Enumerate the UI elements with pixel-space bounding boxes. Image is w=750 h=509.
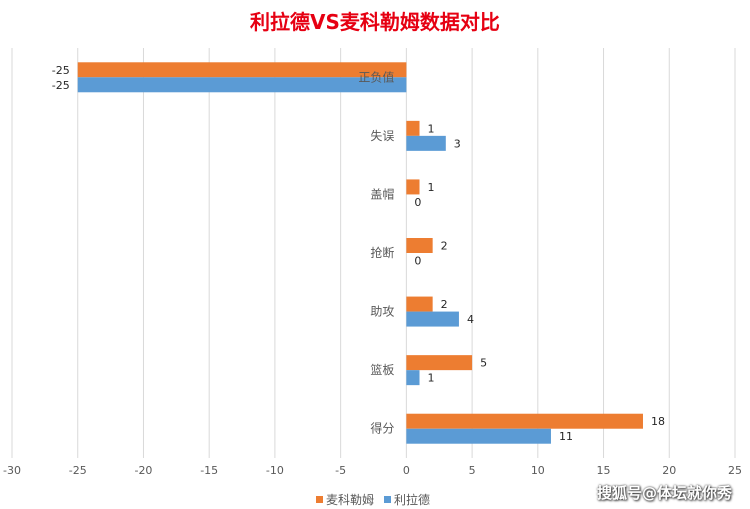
bar-mccollum — [406, 296, 433, 312]
bar-mccollum — [406, 413, 643, 429]
x-tick-label: -20 — [134, 464, 152, 477]
legend-swatch-mccollum — [316, 496, 323, 503]
category-label: 得分 — [370, 421, 394, 436]
data-label: 5 — [480, 357, 487, 370]
legend-item-lillard: 利拉德 — [384, 491, 430, 508]
x-tick-label: 0 — [403, 464, 410, 477]
x-tick-label: 25 — [728, 464, 742, 477]
x-tick-label: -15 — [200, 464, 218, 477]
bar-mccollum — [406, 179, 420, 195]
data-label: 4 — [467, 313, 474, 326]
data-label: -25 — [52, 79, 70, 92]
x-tick-label: -30 — [3, 464, 21, 477]
axis: -30 -25 -20 -15 -10 -5 0 5 10 15 20 25正负值失误盖帽抢断助攻篮板… — [3, 69, 742, 477]
x-tick-label: 20 — [662, 464, 676, 477]
data-label: 1 — [428, 372, 435, 385]
data-label: 0 — [414, 255, 421, 268]
bar-mccollum — [406, 238, 433, 253]
gridlines — [11, 48, 736, 458]
category-label: 抢断 — [370, 245, 394, 260]
data-label: 0 — [414, 196, 421, 209]
bar-lillard — [406, 370, 420, 386]
watermark: 搜狐号@体坛就你秀 — [597, 484, 733, 502]
data-label: 18 — [651, 415, 665, 428]
data-label: -25 — [52, 64, 70, 77]
bar-mccollum — [406, 120, 420, 136]
legend-label-lillard: 利拉德 — [394, 493, 431, 507]
x-tick-label: 5 — [469, 464, 476, 477]
legend-swatch-lillard — [384, 496, 392, 503]
legend-label-mccollum: 麦科勒姆 — [326, 493, 375, 507]
bar-lillard — [406, 135, 446, 151]
bar-mccollum — [77, 62, 407, 78]
bar-lillard — [77, 77, 407, 93]
data-label: 2 — [441, 298, 448, 311]
category-label: 失误 — [370, 128, 394, 143]
category-label: 篮板 — [370, 362, 394, 377]
legend: 麦科勒姆 利拉德 — [316, 491, 430, 508]
data-label: 1 — [428, 122, 435, 135]
bar-mccollum — [406, 355, 473, 371]
x-tick-label: -10 — [266, 464, 284, 477]
data-label: 1 — [428, 181, 435, 194]
bar-lillard — [406, 428, 551, 444]
data-label: 11 — [559, 430, 573, 443]
bars — [77, 62, 643, 444]
category-label: 助攻 — [370, 305, 394, 319]
category-label: 正负值 — [358, 69, 394, 84]
category-label: 盖帽 — [370, 186, 394, 201]
data-label: 3 — [454, 137, 461, 150]
legend-item-mccollum: 麦科勒姆 — [316, 491, 374, 508]
x-tick-label: -5 — [335, 464, 346, 477]
x-tick-label: 15 — [597, 464, 611, 477]
x-tick-label: -25 — [69, 464, 87, 477]
data-label: 2 — [441, 240, 448, 253]
chart-title: 利拉德VS麦科勒姆数据对比 — [250, 10, 500, 34]
x-tick-label: 10 — [531, 464, 545, 477]
bar-lillard — [406, 311, 459, 327]
